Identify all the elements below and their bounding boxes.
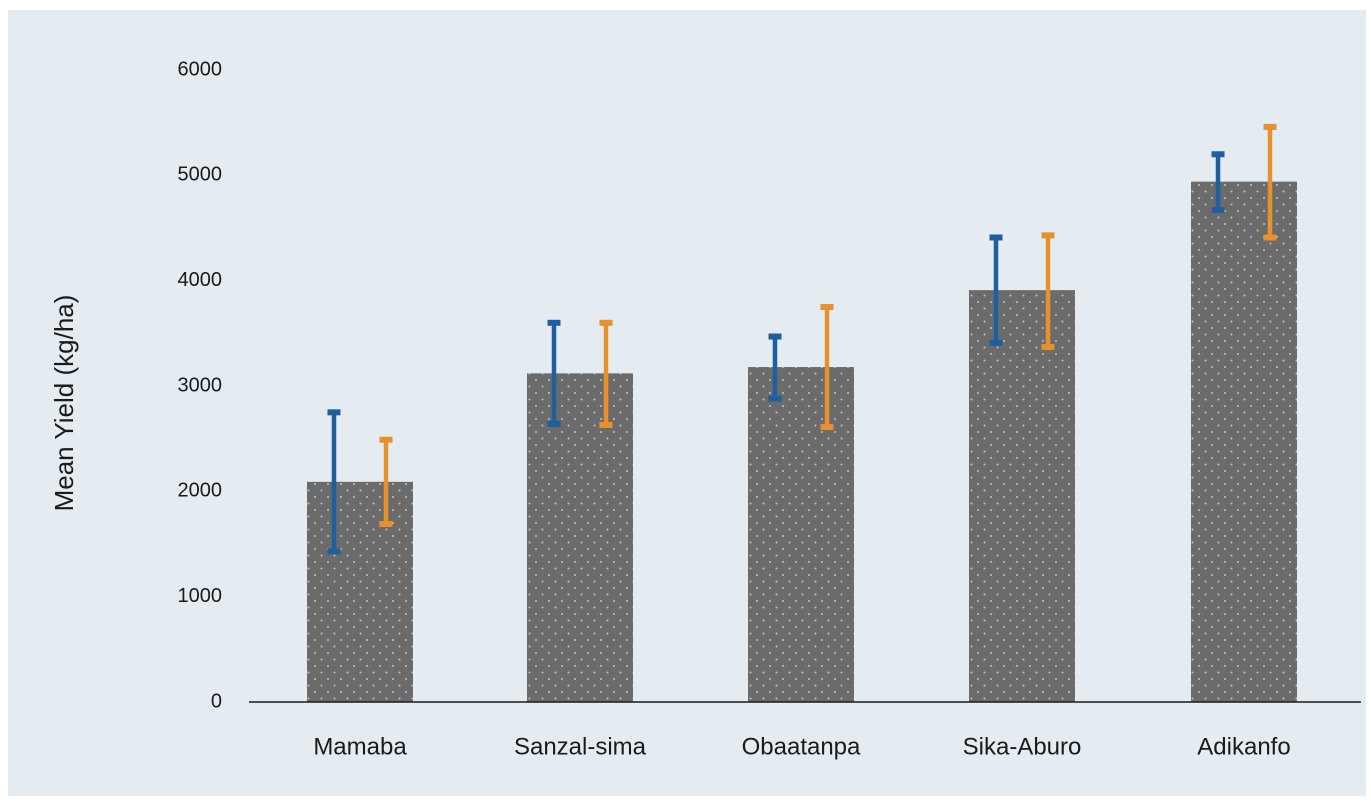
y-tick-label: 4000	[178, 269, 223, 291]
bar	[1191, 181, 1244, 703]
bar	[1022, 290, 1075, 702]
chart-background	[8, 10, 1366, 796]
category-label: Mamaba	[313, 733, 407, 760]
category-label: Adikanfo	[1197, 733, 1290, 760]
bar	[580, 373, 633, 702]
bars	[307, 181, 1297, 703]
y-axis-label: Mean Yield (kg/ha)	[49, 295, 79, 512]
y-tick-label: 1000	[178, 585, 223, 607]
category-label: Obaatanpa	[742, 733, 861, 760]
category-labels: Mamaba Sanzal-sima Obaatanpa Sika-Aburo Adik…	[313, 733, 1290, 760]
y-tick-label: 2000	[178, 480, 223, 502]
y-tick-label: 0	[211, 690, 222, 712]
y-tick-label: 5000	[178, 164, 223, 186]
category-label: Sika-Aburo	[963, 733, 1082, 760]
bar	[527, 373, 580, 702]
category-label: Sanzal-sima	[514, 733, 647, 760]
error-bars	[327, 123, 1277, 555]
bar	[748, 367, 801, 702]
bar	[1244, 181, 1297, 703]
bar	[969, 290, 1022, 702]
y-tick-labels: 0 1000 2000 3000 4000 5000 6000	[178, 58, 223, 712]
y-tick-label: 6000	[178, 58, 223, 80]
y-tick-label: 3000	[178, 374, 223, 396]
